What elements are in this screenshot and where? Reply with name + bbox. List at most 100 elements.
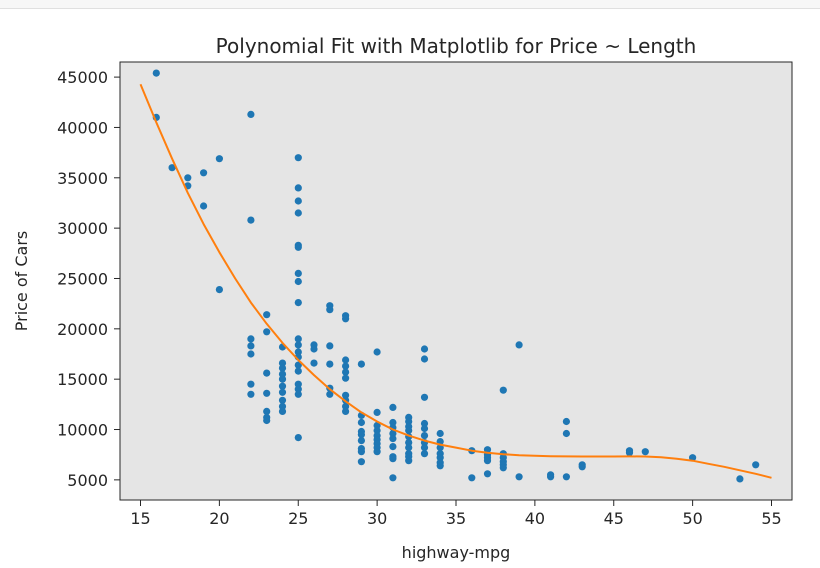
y-tick-label: 20000: [57, 320, 108, 339]
data-point: [294, 434, 302, 442]
data-point: [436, 429, 444, 438]
data-point: [468, 474, 476, 482]
y-tick-label: 35000: [57, 169, 108, 188]
x-tick-label: 45: [604, 509, 624, 528]
data-point: [247, 350, 255, 358]
data-point: [420, 444, 429, 452]
data-point: [499, 464, 507, 472]
y-tick-label: 45000: [57, 68, 108, 87]
data-point: [389, 429, 397, 438]
x-axis: 15 20 25 30 35 40 45 50 55: [130, 500, 782, 528]
data-point: [373, 448, 381, 456]
x-tick-label: 50: [682, 509, 702, 528]
data-point: [184, 174, 192, 182]
data-point: [294, 154, 302, 162]
data-point: [278, 402, 287, 410]
data-point: [562, 473, 571, 481]
data-point: [294, 197, 302, 205]
data-point: [294, 385, 302, 393]
data-point: [168, 164, 176, 172]
data-point: [405, 426, 413, 435]
data-point: [152, 69, 160, 77]
data-point: [342, 374, 350, 382]
y-axis-label: Price of Cars: [12, 231, 31, 332]
data-point: [263, 311, 271, 319]
data-point: [294, 277, 302, 286]
data-point: [294, 390, 302, 398]
data-point: [373, 421, 381, 430]
data-point: [326, 360, 334, 368]
data-point: [436, 454, 444, 462]
data-point: [263, 416, 271, 425]
data-point: [405, 417, 413, 426]
x-tick-label: 25: [288, 509, 308, 528]
data-point: [562, 429, 571, 438]
x-tick-label: 35: [446, 509, 466, 528]
data-point: [405, 444, 413, 452]
data-point: [357, 448, 365, 456]
data-point: [278, 382, 287, 390]
x-axis-label: highway-mpg: [402, 543, 511, 562]
fit-line: [139, 83, 772, 479]
data-point: [294, 335, 302, 343]
data-point: [752, 461, 760, 469]
data-point: [420, 393, 429, 401]
data-point: [515, 473, 523, 481]
data-point: [278, 370, 287, 378]
data-point: [326, 306, 334, 314]
data-point: [200, 169, 208, 177]
data-point: [294, 269, 302, 277]
data-point: [483, 470, 492, 478]
data-point: [357, 458, 365, 466]
data-point: [420, 432, 429, 440]
data-point: [373, 408, 381, 416]
data-point: [420, 355, 429, 363]
y-axis: 5000 10000 15000 20000 25000 30000 35000 40000 4…: [57, 68, 120, 490]
data-point: [294, 243, 302, 251]
data-point: [641, 448, 649, 456]
data-point: [389, 435, 397, 443]
data-point: [215, 155, 223, 163]
data-point: [310, 359, 318, 367]
data-point: [373, 426, 381, 435]
data-point: [294, 209, 302, 217]
y-tick-label: 5000: [67, 471, 108, 490]
data-point: [357, 418, 365, 427]
data-point: [342, 315, 350, 323]
data-point: [342, 402, 350, 410]
data-point: [200, 202, 208, 210]
chart-title: Polynomial Fit with Matplotlib for Price…: [216, 34, 697, 58]
data-point: [247, 216, 255, 224]
data-point: [247, 335, 255, 343]
data-point: [294, 380, 302, 388]
scatter-series: [152, 69, 760, 483]
data-point: [547, 473, 555, 481]
data-point: [294, 361, 302, 369]
data-point: [625, 449, 634, 457]
y-tick-label: 25000: [57, 269, 108, 288]
data-point: [483, 457, 492, 465]
data-point: [342, 368, 350, 376]
data-point: [247, 390, 255, 398]
data-point: [278, 359, 287, 367]
data-point: [247, 342, 255, 350]
data-point: [310, 345, 318, 353]
data-point: [342, 356, 350, 364]
x-tick-label: 40: [525, 509, 545, 528]
notebook-cell-border: [0, 0, 820, 9]
data-point: [736, 475, 744, 483]
y-tick-label: 40000: [57, 118, 108, 137]
data-point: [436, 462, 444, 470]
data-point: [278, 375, 287, 383]
data-point: [215, 286, 223, 294]
data-point: [278, 396, 287, 404]
data-point: [405, 457, 413, 465]
data-point: [562, 417, 571, 426]
data-point: [420, 424, 429, 433]
x-tick-label: 15: [130, 509, 150, 528]
data-point: [499, 386, 507, 394]
x-tick-label: 20: [209, 509, 229, 528]
data-point: [342, 391, 350, 399]
data-point: [420, 419, 429, 428]
